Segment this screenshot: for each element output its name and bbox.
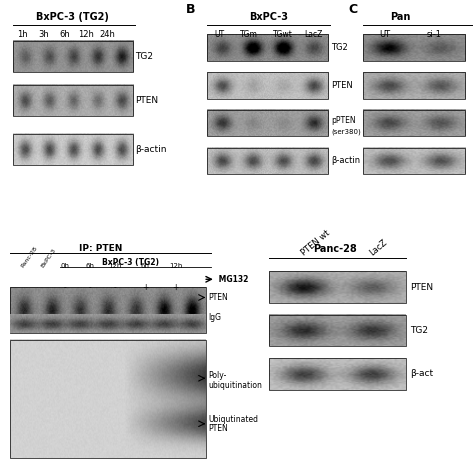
Text: BxPC-3: BxPC-3 [249,12,289,22]
Bar [363,110,465,137]
Text: IgG: IgG [208,313,221,322]
Text: PTEN: PTEN [208,293,228,302]
Text: MG132: MG132 [216,275,248,284]
Bar [269,271,406,303]
Text: TGm: TGm [240,29,258,38]
Text: Pan: Pan [390,12,410,22]
Text: Poly-: Poly- [208,372,227,381]
Text: LacZ: LacZ [367,238,389,258]
Text: 0h: 0h [61,263,70,269]
Text: -: - [89,283,91,292]
Text: PTEN: PTEN [135,96,158,105]
Text: -: - [64,283,66,292]
Text: 1h: 1h [17,29,27,38]
Text: Panc-28: Panc-28 [313,244,357,254]
Text: ubiquitination: ubiquitination [208,381,262,390]
Text: +: + [173,283,179,292]
Text: Panc-28: Panc-28 [20,246,38,269]
Text: IP: PTEN: IP: PTEN [79,244,122,253]
Bar [10,339,206,458]
Bar [12,85,133,117]
Bar [10,287,206,333]
Text: 24h: 24h [100,29,116,38]
Text: pPTEN: pPTEN [331,117,356,125]
Bar [363,34,465,61]
Bar [207,34,328,61]
Text: 6h: 6h [86,263,95,269]
Text: TG2: TG2 [410,326,428,335]
Text: B: B [186,3,195,16]
Text: 3h: 3h [38,29,49,38]
Bar [269,358,406,390]
Text: TG2: TG2 [135,52,153,61]
Bar [12,134,133,165]
Text: C: C [349,3,358,16]
Text: β-actin: β-actin [331,156,360,165]
Text: 12h: 12h [78,29,94,38]
Text: 12h: 12h [169,263,182,269]
Bar [207,147,328,174]
Bar [363,147,465,174]
Text: 6h: 6h [60,29,70,38]
Text: PTEN: PTEN [331,81,353,90]
Text: +: + [142,283,149,292]
Text: BxPC-3 (TG2): BxPC-3 (TG2) [36,12,109,22]
Bar [207,72,328,99]
Text: UT: UT [214,29,224,38]
Text: -: - [114,283,117,292]
Text: 6h: 6h [141,263,150,269]
Text: UT: UT [380,29,391,38]
Text: (ser380): (ser380) [331,129,361,135]
Text: TGwt: TGwt [273,29,292,38]
Text: β-act: β-act [410,369,433,378]
Bar [12,41,133,72]
Text: PTEN: PTEN [410,283,433,292]
Text: BxPC-3: BxPC-3 [40,248,57,269]
Text: PTEN wt: PTEN wt [299,228,331,258]
Text: BxPC-3 (TG2): BxPC-3 (TG2) [102,258,159,267]
Text: si-1: si-1 [427,29,442,38]
Text: LacZ: LacZ [304,29,322,38]
Text: β-actin: β-actin [135,146,166,155]
Text: 12h: 12h [109,263,122,269]
Text: E: E [171,315,179,328]
Text: Ubiqutinated: Ubiqutinated [208,415,258,424]
Text: PTEN: PTEN [208,424,228,433]
Bar [207,110,328,137]
Bar [269,315,406,346]
Text: TG2: TG2 [331,43,348,52]
Bar [363,72,465,99]
